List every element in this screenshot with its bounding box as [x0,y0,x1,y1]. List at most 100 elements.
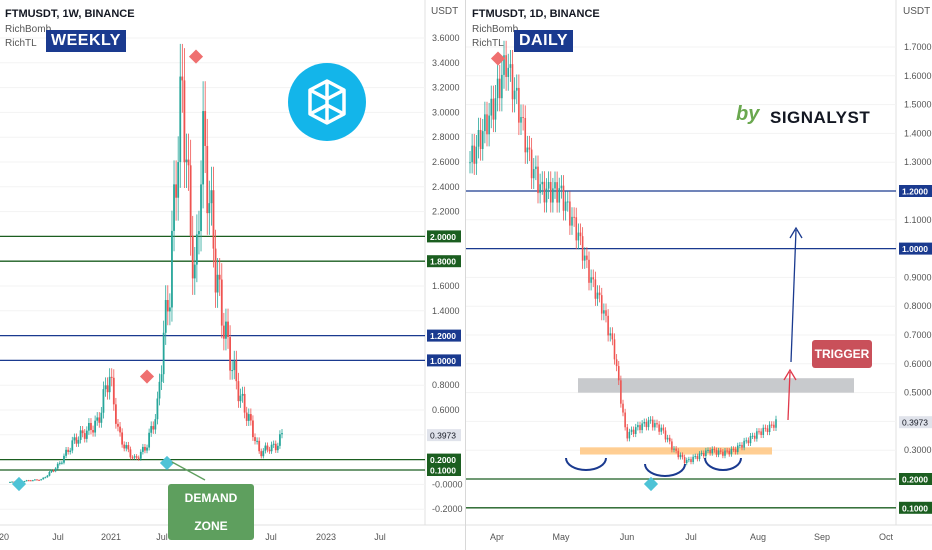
weekly-candle-body [191,235,194,279]
weekly-candle-body [23,481,26,483]
weekly-candle-body [233,360,236,371]
weekly-price-axis: 3.6000 3.4000 3.2000 3.0000 2.8000 2.6000 2.40… [427,33,463,514]
daily-candle-body [592,277,595,280]
daily-candle-body [726,450,728,452]
weekly-signal-marker [159,455,175,471]
weekly-y-tick-label: 0.8000 [432,380,460,390]
daily-candle-body [698,453,701,460]
weekly-candle-body [160,374,163,382]
weekly-level-label: 1.8000 [430,257,456,267]
weekly-chart-panel[interactable]: 3.6000 3.4000 3.2000 3.0000 2.8000 2.6000 2.40… [0,0,466,550]
daily-candle-body [607,315,609,336]
weekly-candle-body [206,145,209,214]
weekly-candle-body [79,430,82,440]
daily-candle-body [541,181,544,185]
weekly-x-tick-label: Jul [156,532,168,542]
daily-candle-body [620,380,622,404]
weekly-candle-body [220,279,223,326]
indicator-richbomb[interactable]: RichBomb [5,24,52,35]
daily-level-tag [899,242,932,255]
daily-candle-body [647,420,650,428]
daily-candle-body [549,181,552,203]
weekly-candle-body [29,480,32,482]
weekly-candle-body [71,440,74,451]
daily-y-tick-label: 1.1000 [904,215,932,225]
weekly-candle-body [150,426,153,433]
weekly-y-tick-label: 0.6000 [432,405,460,415]
daily-candle-body [639,425,641,431]
daily-candle-body [730,448,733,455]
weekly-candle-body [156,398,159,420]
weekly-y-tick-label: -0.2000 [432,504,463,514]
weekly-candle-body [44,477,47,479]
daily-candle-body [700,453,703,455]
daily-chart-panel[interactable]: 1.7000 1.6000 1.5000 1.4000 1.3000 1.2000 1.10… [466,0,932,550]
daily-candle-body [709,449,711,454]
daily-candle-body [598,292,601,296]
daily-candle-body [545,188,548,203]
weekly-candle-body [88,422,90,431]
weekly-candle-body [36,479,38,481]
trigger-arrow [787,371,791,421]
daily-candle-body [741,444,743,448]
weekly-signal-marker [11,476,27,492]
weekly-badge: WEEKLY [46,30,126,52]
daily-candle-body [573,216,575,218]
daily-chart-svg[interactable]: 1.7000 1.6000 1.5000 1.4000 1.3000 1.2000 1.10… [466,0,932,550]
weekly-candle-body [46,475,49,478]
weekly-candle-body [247,414,250,421]
daily-y-tick-label: 0.6000 [904,359,932,369]
weekly-candle-body [276,445,279,451]
weekly-candle-body [214,248,217,293]
weekly-candle-body [168,307,171,312]
weekly-last-price-label: 0.3973 [430,431,456,441]
weekly-candle-body [34,479,36,481]
daily-candle-body [739,444,741,446]
daily-candle-body [613,339,616,360]
daily-y-tick-label: 0.7000 [904,330,932,340]
weekly-candle-body [25,480,28,482]
daily-x-tick-label: Jun [620,532,635,542]
weekly-y-tick-label: 2.8000 [432,132,460,142]
daily-candle-body [475,146,478,164]
daily-candle-body [762,427,765,435]
daily-x-tick-label: Aug [750,532,766,542]
daily-candle-body [768,424,771,433]
indicator-richtl[interactable]: RichTL [5,38,37,49]
weekly-candle-body [239,395,242,402]
daily-candle-body [732,448,735,450]
weekly-candle-body [137,457,140,459]
daily-candle-body [673,448,675,450]
daily-candle-body [773,424,775,428]
weekly-y-tick-label: 2.4000 [432,182,460,192]
demand-zone-pointer [171,461,206,481]
indicator-richtl-daily[interactable]: RichTL [472,38,504,49]
daily-candle-body [747,440,750,444]
weekly-candle-body [179,76,182,163]
weekly-chart-svg[interactable]: 3.6000 3.4000 3.2000 3.0000 2.8000 2.6000 2.40… [0,0,466,550]
daily-candle-body [596,292,599,299]
daily-level-tag [899,473,932,485]
weekly-y-tick-label: 1.4000 [432,306,460,316]
weekly-candle-body [123,444,126,449]
weekly-candle-body [63,455,65,463]
weekly-y-tick-label: 3.6000 [432,33,460,43]
weekly-candle-body [202,111,204,185]
indicator-richbomb-daily[interactable]: RichBomb [472,24,519,35]
daily-candle-body [562,185,565,211]
weekly-candle-body [94,420,97,433]
daily-chart-title: FTMUSDT, 1D, BINANCE [472,8,600,20]
daily-candle-body [477,129,480,147]
daily-candle-body [488,115,490,135]
weekly-candle-body [222,325,225,339]
weekly-candle-body [104,385,107,390]
daily-candle-body [641,423,643,431]
daily-candle-body [611,333,614,340]
weekly-candle-body [229,337,231,371]
daily-candle-body [696,456,699,460]
weekly-candle-body [210,190,213,204]
daily-candle-body [764,427,767,429]
daily-candle-body [758,431,760,433]
daily-candle-body [490,98,493,116]
weekly-y-tick-label: 3.0000 [432,107,460,117]
